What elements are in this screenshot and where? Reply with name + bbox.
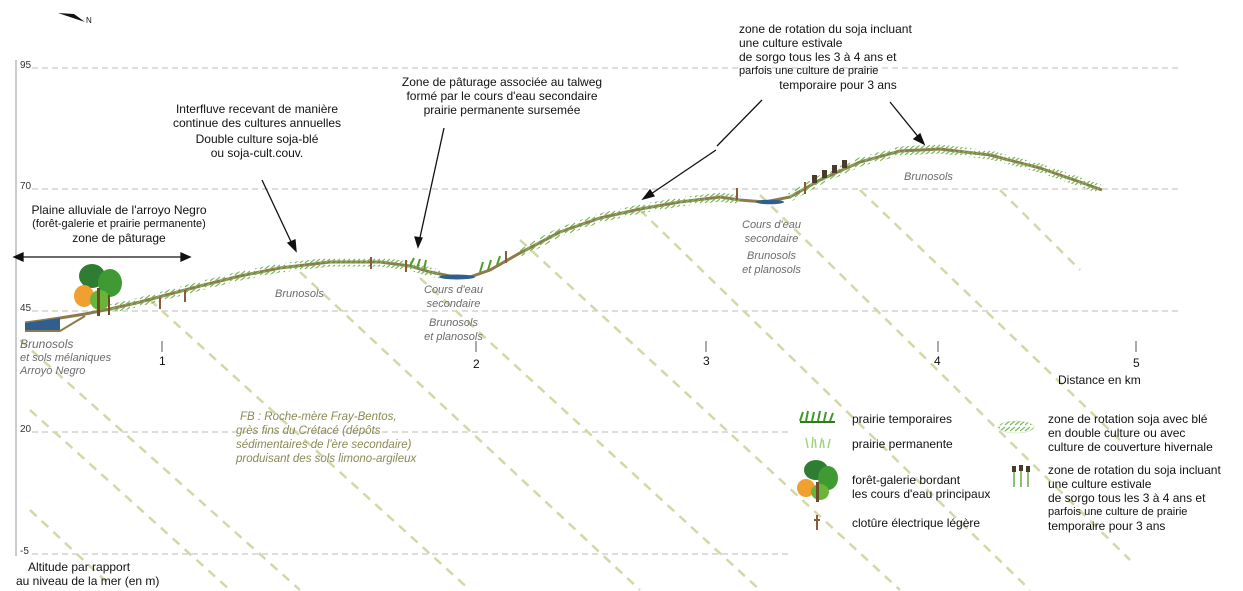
soil-label-stream-2: Cours d'eau secondaire Brunosols et plan… <box>742 219 801 276</box>
fence-icons <box>159 182 806 309</box>
x-axis-ticks <box>161 341 1137 352</box>
terrain-profile <box>24 144 1103 332</box>
geology-note: FB : Roche-mère Fray-Bentos, grès fins d… <box>236 411 417 465</box>
legend-permanent-meadow: prairie permanente <box>852 437 953 451</box>
x-tick-label: 4 <box>934 354 941 368</box>
sorghum-crop-icons <box>812 160 847 183</box>
legend-temporary-meadow: prairie temporaires <box>852 412 953 426</box>
soil-label-left: Brunosols et sols mélaniques Arroyo Negr… <box>20 337 112 377</box>
north-label: N <box>86 16 92 25</box>
soy-wheat-rotation-icon <box>997 420 1035 434</box>
legend-fence: clotûre électrique légère <box>852 516 981 530</box>
gallery-forest-icon <box>74 264 122 316</box>
fence-legend-icon <box>814 515 820 530</box>
y-tick-label: 70 <box>20 181 32 192</box>
x-tick-label: 2 <box>473 357 480 371</box>
temporary-meadow-icon <box>799 410 835 423</box>
plaine-annotation: Plaine alluviale de l'arroyo Negro (forê… <box>31 203 207 245</box>
pointer-arrows <box>12 99 926 263</box>
y-axis-label: Altitude par rapport au niveau de la mer… <box>16 560 160 588</box>
soy-sorghum-rotation-icon <box>1012 465 1030 487</box>
interfluve-annotation: Interfluve recevant de manière continue … <box>172 102 342 160</box>
x-tick-label: 1 <box>159 354 166 368</box>
y-tick-label: 45 <box>20 303 32 314</box>
x-axis-label: Distance en km <box>1058 373 1141 387</box>
legend-soy-sorghum: zone de rotation du soja incluant une cu… <box>1048 463 1221 533</box>
pasture-annotation: Zone de pâturage associée au talweg form… <box>401 75 603 117</box>
soil-label-brunosols: Brunosols <box>275 288 324 300</box>
x-tick-label: 5 <box>1133 356 1140 370</box>
legend-symbols <box>797 410 1035 530</box>
legend-soy-wheat: zone de rotation soja avec blé en double… <box>1048 412 1213 454</box>
permanent-meadow-icon <box>805 436 831 449</box>
soil-label-brunosols-2: Brunosols <box>904 171 953 183</box>
altitude-gridlines <box>32 67 1180 555</box>
rotation-annotation: zone de rotation du soja incluant une cu… <box>739 22 912 92</box>
y-tick-label: 95 <box>20 60 32 71</box>
soil-label-stream-1: Cours d'eau secondaire Brunosols et plan… <box>424 284 483 343</box>
geology-strata <box>19 189 1131 591</box>
y-tick-label: -5 <box>20 546 29 557</box>
legend-gallery-forest: forêt-galerie bordant les cours d'eau pr… <box>852 473 991 501</box>
y-tick-label: 20 <box>20 424 32 435</box>
north-arrow-icon <box>58 13 85 22</box>
x-tick-label: 3 <box>703 354 710 368</box>
forest-legend-icon <box>797 460 838 502</box>
